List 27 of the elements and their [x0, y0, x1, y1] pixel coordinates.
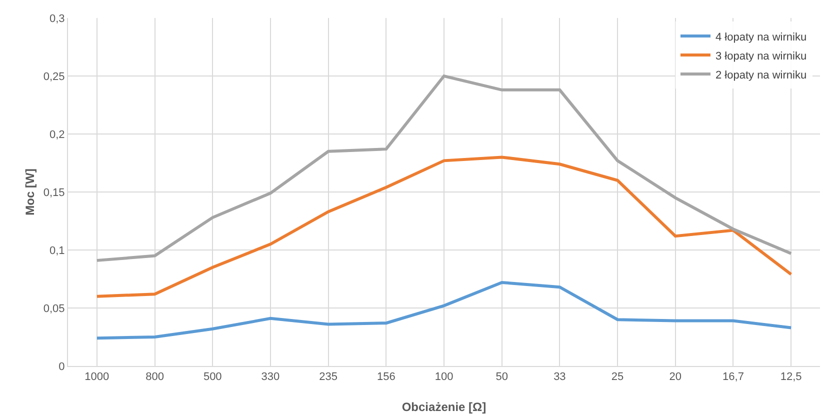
- x-tick-label: 1000: [84, 371, 110, 384]
- x-tick-label: 16,7: [722, 371, 744, 384]
- y-tick-label: 0,3: [50, 12, 65, 25]
- line-series: [95, 156, 793, 298]
- x-tick-label: 235: [319, 371, 338, 384]
- legend-label: 2 łopaty na wirniku: [715, 69, 807, 82]
- x-tick-label: 25: [611, 371, 624, 384]
- x-tick-label: 50: [496, 371, 508, 384]
- legend-label: 4 łopaty na wirniku: [715, 31, 807, 44]
- x-tick-label: 20: [669, 371, 682, 384]
- x-axis-title: Obciażenie [Ω]: [402, 400, 486, 414]
- x-tick-label: 33: [554, 371, 566, 384]
- y-tick-label: 0,05: [43, 302, 65, 315]
- line-series: [95, 280, 793, 340]
- y-tick-label: 0,15: [43, 186, 65, 199]
- x-tick-label: 800: [146, 371, 164, 384]
- y-tick-label: 0: [58, 360, 65, 373]
- x-tick-label: 500: [203, 371, 222, 384]
- x-tick-label: 330: [261, 371, 280, 384]
- x-tick-label: 12,5: [780, 371, 802, 384]
- y-tick-label: 0,1: [50, 244, 65, 257]
- x-tick-label: 100: [434, 371, 454, 384]
- y-tick-label: 0,25: [43, 70, 65, 83]
- y-tick-label: 0,2: [50, 128, 65, 141]
- x-tick-label: 156: [376, 371, 396, 384]
- legend-label: 3 łopaty na wirniku: [715, 50, 807, 62]
- y-axis-title: Moc [W]: [23, 168, 37, 216]
